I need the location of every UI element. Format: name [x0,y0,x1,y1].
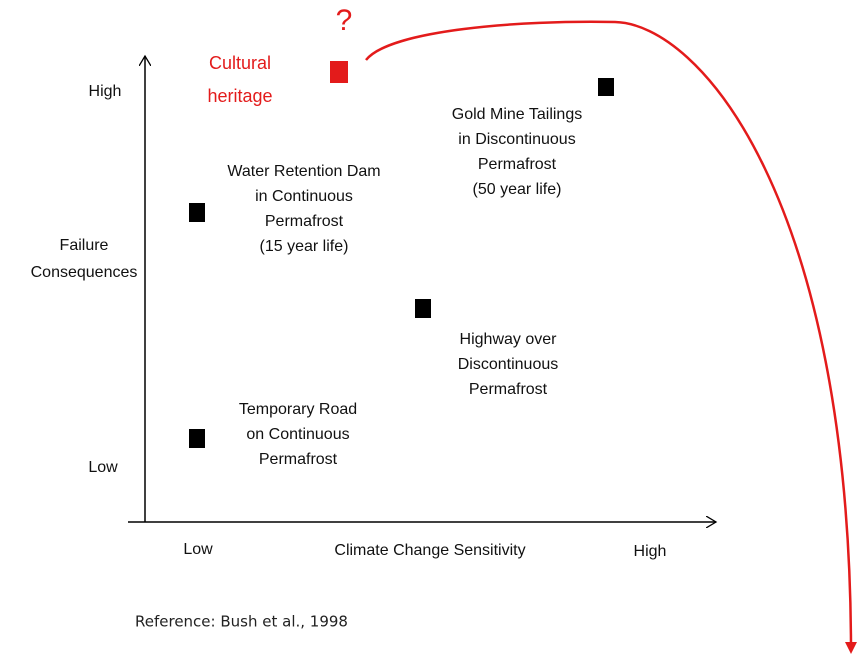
node-label: heritage [207,86,272,106]
node-label: Temporary Road [239,401,357,418]
y-title: Failure [60,237,109,254]
node-marker [189,429,205,448]
question-mark: ? [336,4,353,37]
node-marker [598,78,614,96]
node-label: Gold Mine Tailings [452,106,582,123]
node-label: in Continuous [255,188,353,205]
node-label: Cultural [209,53,271,73]
node-label: Water Retention Dam [227,163,380,180]
node-label: Permafrost [469,381,548,398]
y-title: Consequences [31,264,138,281]
node-marker [189,203,205,222]
reference: Reference: Bush et al., 1998 [135,613,348,631]
node-label: Discontinuous [458,356,559,373]
node-label: on Continuous [246,426,349,443]
red-arrow [365,20,857,654]
node-label: (15 year life) [260,238,349,255]
x-high: High [634,543,667,560]
x-low: Low [183,541,213,558]
y-low: Low [88,459,118,476]
node-label: Permafrost [259,451,338,468]
x-title: Climate Change Sensitivity [334,542,525,559]
node-marker [415,299,431,318]
node-label: (50 year life) [473,181,562,198]
y-high: High [89,83,122,100]
node-label: in Discontinuous [458,131,575,148]
node-label: Highway over [460,331,558,348]
node-label: Permafrost [478,156,557,173]
node-label: Permafrost [265,213,344,230]
node-marker [330,61,348,83]
